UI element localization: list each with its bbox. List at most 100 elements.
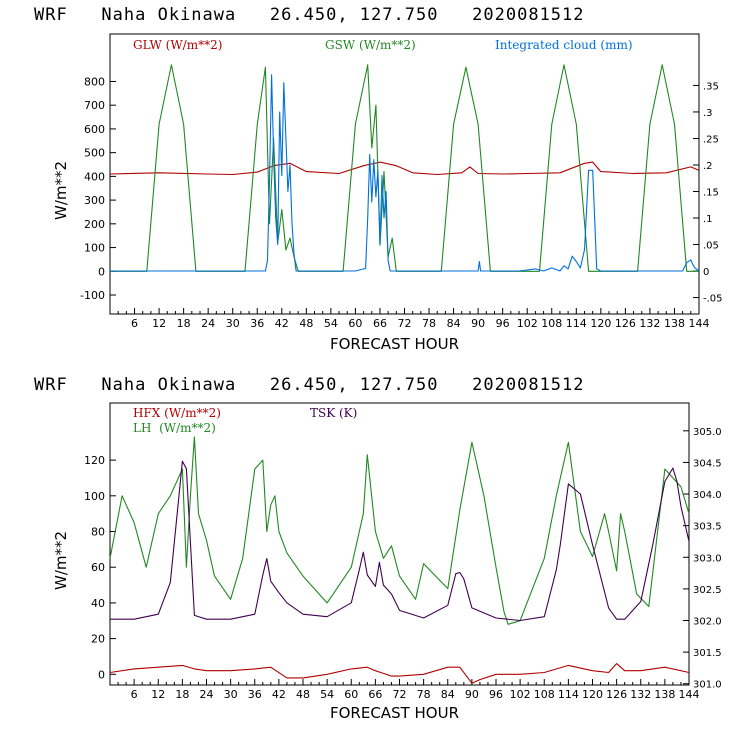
x-tick-label: 126 — [615, 317, 636, 330]
x-tick-label: 90 — [465, 688, 479, 701]
chart-title: WRF Naha Okinawa 26.450, 127.750 2020081… — [34, 375, 585, 395]
y2-tick-label: 303.5 — [693, 522, 722, 533]
x-tick-label: 72 — [398, 317, 412, 330]
x-tick-label: 18 — [175, 688, 189, 701]
x-tick-label: 132 — [630, 688, 651, 701]
x-tick-label: 84 — [441, 688, 455, 701]
y2-tick-label: -.05 — [703, 294, 723, 305]
x-tick-label: 108 — [541, 317, 562, 330]
y2-tick-label: .2 — [703, 161, 713, 172]
x-tick-label: 42 — [275, 317, 289, 330]
x-tick-label: 60 — [348, 317, 362, 330]
y2-tick-label: .25 — [703, 134, 719, 145]
x-tick-label: 66 — [373, 317, 387, 330]
legend-label: LH (W/m**2) — [133, 421, 216, 435]
x-tick-label: 96 — [489, 688, 503, 701]
y2-tick-label: 301.5 — [693, 648, 722, 659]
series-line — [110, 460, 690, 622]
y-tick-label: 80 — [91, 526, 105, 539]
x-axis-label: FORECAST HOUR — [330, 335, 459, 353]
x-tick-label: 24 — [201, 317, 215, 330]
x-tick-label: 120 — [582, 688, 603, 701]
y-axis-label: W/m**2 — [52, 161, 70, 220]
x-tick-label: 12 — [151, 688, 165, 701]
y-tick-label: -100 — [80, 289, 105, 302]
y-tick-label: 200 — [84, 218, 105, 231]
legend-label: GLW (W/m**2) — [133, 38, 222, 52]
y-tick-label: 700 — [84, 99, 105, 112]
x-tick-label: 132 — [639, 317, 660, 330]
y-tick-label: 20 — [91, 633, 105, 646]
x-tick-label: 78 — [422, 317, 436, 330]
x-tick-label: 60 — [344, 688, 358, 701]
y2-tick-label: 301.0 — [693, 680, 722, 691]
series-line — [109, 161, 700, 176]
y2-tick-label: .3 — [703, 108, 713, 119]
x-tick-label: 102 — [510, 688, 531, 701]
x-tick-label: 30 — [226, 317, 240, 330]
y-tick-label: 400 — [84, 170, 105, 183]
x-tick-label: 36 — [250, 317, 264, 330]
x-tick-label: 18 — [177, 317, 191, 330]
x-tick-label: 138 — [654, 688, 675, 701]
y2-tick-label: 302.5 — [693, 585, 722, 596]
series-line — [109, 663, 690, 684]
y-tick-label: 60 — [91, 561, 105, 574]
y2-tick-label: 302.0 — [693, 617, 722, 628]
y2-tick-label: 303.0 — [693, 553, 722, 564]
x-tick-label: 108 — [534, 688, 555, 701]
x-tick-label: 144 — [689, 317, 710, 330]
x-tick-label: 6 — [131, 688, 138, 701]
y-tick-label: 300 — [84, 194, 105, 207]
y-tick-label: 500 — [84, 147, 105, 160]
y-tick-label: 100 — [84, 490, 105, 503]
x-tick-label: 48 — [299, 317, 313, 330]
y2-tick-label: .15 — [703, 188, 719, 199]
y2-tick-label: 0 — [703, 267, 709, 278]
legend-label: GSW (W/m**2) — [325, 38, 416, 52]
series-line — [110, 64, 699, 272]
x-tick-label: 114 — [558, 688, 579, 701]
x-tick-label: 30 — [224, 688, 238, 701]
x-tick-label: 126 — [606, 688, 627, 701]
series-line — [109, 436, 690, 625]
x-tick-label: 84 — [447, 317, 461, 330]
x-tick-label: 6 — [131, 317, 138, 330]
x-tick-label: 90 — [471, 317, 485, 330]
chart-title: WRF Naha Okinawa 26.450, 127.750 2020081… — [34, 5, 585, 25]
y-tick-label: 40 — [91, 597, 105, 610]
x-tick-label: 24 — [200, 688, 214, 701]
y2-tick-label: .1 — [703, 214, 713, 225]
y-tick-label: 0 — [98, 265, 105, 278]
x-axis-label: FORECAST HOUR — [330, 704, 459, 722]
y-tick-label: 100 — [84, 242, 105, 255]
x-tick-label: 138 — [664, 317, 685, 330]
legend-label: HFX (W/m**2) — [133, 406, 221, 420]
x-tick-label: 54 — [320, 688, 334, 701]
y-axis-label: W/m**2 — [52, 531, 70, 590]
y-tick-label: 0 — [98, 668, 105, 681]
legend-label: TSK (K) — [310, 406, 357, 420]
x-tick-label: 144 — [679, 688, 700, 701]
y2-tick-label: 304.0 — [693, 490, 722, 501]
x-tick-label: 12 — [152, 317, 166, 330]
x-tick-label: 48 — [296, 688, 310, 701]
legend-label: Integrated cloud (mm) — [495, 38, 633, 52]
x-tick-label: 66 — [368, 688, 382, 701]
x-tick-label: 96 — [496, 317, 510, 330]
y2-tick-label: .05 — [703, 241, 719, 252]
x-tick-label: 72 — [393, 688, 407, 701]
x-tick-label: 54 — [324, 317, 338, 330]
plot-frame — [109, 402, 690, 686]
y2-tick-label: 305.0 — [693, 427, 722, 438]
x-tick-label: 120 — [590, 317, 611, 330]
series-line — [110, 74, 700, 272]
y-tick-label: 120 — [84, 454, 105, 467]
y2-tick-label: 304.5 — [693, 458, 722, 469]
x-tick-label: 42 — [272, 688, 286, 701]
y2-tick-label: .35 — [703, 81, 719, 92]
x-tick-label: 114 — [566, 317, 587, 330]
x-tick-label: 36 — [248, 688, 262, 701]
y-tick-label: 800 — [84, 75, 105, 88]
